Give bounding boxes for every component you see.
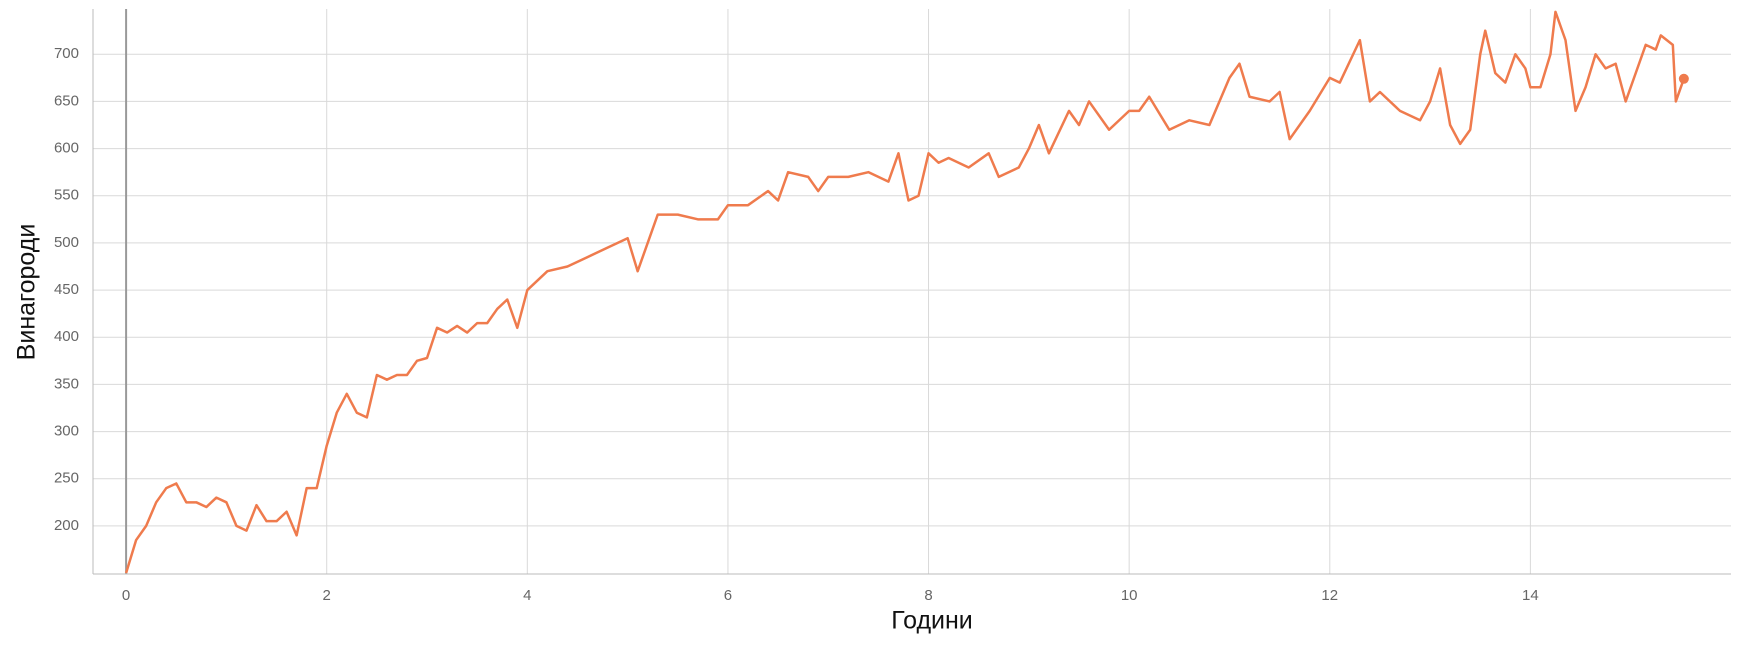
- x-tick-label: 2: [323, 587, 331, 604]
- x-tick-label: 12: [1321, 587, 1338, 604]
- y-tick-label: 600: [54, 140, 79, 157]
- y-axis-title: Винагороди: [13, 224, 41, 361]
- x-tick-label: 10: [1121, 587, 1138, 604]
- y-tick-label: 700: [54, 45, 79, 62]
- y-tick-label: 650: [54, 92, 79, 109]
- x-tick-label: 0: [122, 587, 130, 604]
- y-tick-label: 200: [54, 517, 79, 534]
- x-tick-label: 14: [1522, 587, 1539, 604]
- x-tick-label: 4: [523, 587, 531, 604]
- line: [124, 10, 1686, 574]
- y-tick-label: 250: [54, 470, 79, 487]
- x-tick-label: 6: [724, 587, 732, 604]
- y-tick-label: 550: [54, 187, 79, 204]
- y-tick-label: 400: [54, 328, 79, 345]
- x-axis-title: Години: [891, 607, 973, 635]
- y-tick-label: 350: [54, 375, 79, 392]
- x-tick-label: 8: [924, 587, 932, 604]
- y-tick-label: 300: [54, 423, 79, 440]
- last-point: [1678, 73, 1689, 84]
- y-tick-label: 500: [54, 234, 79, 251]
- y-tick-label: 450: [54, 281, 79, 298]
